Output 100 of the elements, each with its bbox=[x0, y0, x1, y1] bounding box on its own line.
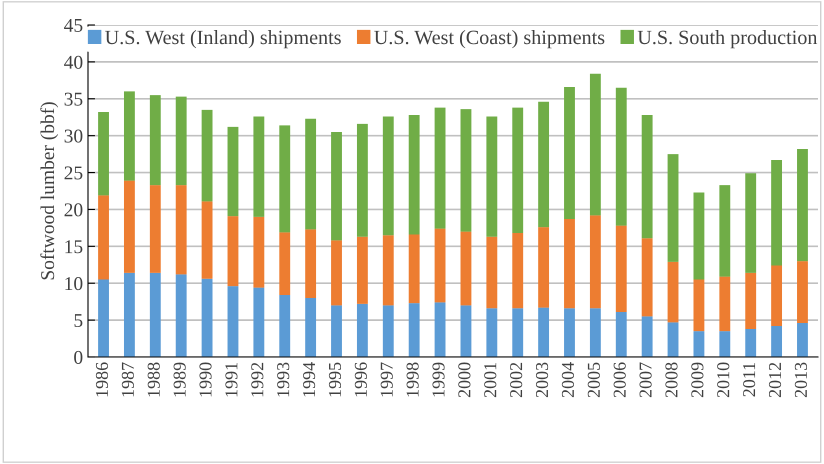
bar bbox=[564, 308, 575, 357]
bar bbox=[642, 115, 653, 238]
legend-label: U.S. South production bbox=[638, 30, 818, 48]
bar bbox=[538, 308, 550, 357]
bar bbox=[253, 288, 264, 357]
x-tick-label: 1996 bbox=[354, 362, 367, 396]
bar bbox=[124, 91, 135, 181]
bar bbox=[460, 232, 472, 306]
bar bbox=[331, 132, 342, 240]
bar bbox=[590, 215, 601, 308]
y-tick-label: 10 bbox=[65, 277, 82, 290]
bar bbox=[202, 278, 213, 357]
bar bbox=[124, 272, 135, 357]
bar bbox=[719, 276, 730, 332]
bar bbox=[538, 227, 550, 308]
bar bbox=[356, 124, 368, 237]
y-tick-label: 20 bbox=[64, 203, 82, 216]
x-tick-label: 2000 bbox=[458, 362, 470, 398]
bar bbox=[408, 303, 420, 357]
x-tick-label: 2011 bbox=[743, 362, 756, 396]
bar bbox=[382, 235, 394, 306]
x-tick-label: 2003 bbox=[536, 362, 548, 398]
bar bbox=[331, 240, 342, 306]
bar bbox=[486, 308, 498, 357]
x-tick-label: 1988 bbox=[148, 362, 160, 396]
bar bbox=[408, 115, 420, 235]
x-tick-label: 1992 bbox=[251, 362, 264, 396]
bar bbox=[460, 109, 472, 232]
bar bbox=[228, 126, 238, 216]
bar bbox=[150, 272, 161, 357]
y-tick-label: 15 bbox=[65, 240, 82, 254]
bar bbox=[693, 192, 704, 280]
bar bbox=[98, 112, 109, 196]
bar bbox=[642, 238, 653, 316]
bar bbox=[590, 308, 601, 357]
bar bbox=[331, 305, 342, 357]
bar bbox=[693, 280, 704, 332]
bar bbox=[590, 74, 601, 216]
bar bbox=[98, 195, 109, 280]
bar bbox=[279, 125, 290, 232]
bar bbox=[745, 272, 756, 329]
y-tick-label: 30 bbox=[64, 129, 82, 143]
bar bbox=[253, 116, 264, 217]
bar bbox=[693, 331, 704, 357]
y-tick-label: 45 bbox=[64, 18, 82, 32]
x-tick-label: 1991 bbox=[225, 362, 238, 396]
y-tick-label: 0 bbox=[74, 350, 82, 364]
x-tick-label: 2004 bbox=[562, 362, 574, 398]
bar bbox=[382, 116, 394, 236]
y-tick-label: 35 bbox=[64, 92, 82, 106]
bar bbox=[642, 316, 653, 357]
legend-label: U.S. West (Coast) shipments bbox=[374, 30, 604, 48]
bar bbox=[98, 280, 109, 357]
y-tick-label: 40 bbox=[64, 56, 82, 69]
bar bbox=[202, 110, 213, 202]
bar bbox=[771, 160, 782, 266]
bar bbox=[176, 274, 187, 357]
x-tick-label: 2008 bbox=[665, 362, 678, 398]
bar bbox=[771, 266, 782, 326]
bar bbox=[745, 328, 756, 357]
bar bbox=[176, 96, 187, 186]
bar bbox=[253, 216, 264, 288]
y-tick-label: 5 bbox=[74, 314, 82, 328]
bar bbox=[668, 322, 678, 357]
x-tick-label: 2013 bbox=[794, 362, 807, 398]
bar bbox=[512, 233, 524, 308]
bar bbox=[228, 286, 238, 357]
x-tick-label: 2002 bbox=[510, 362, 522, 398]
bar bbox=[124, 180, 135, 273]
x-tick-label: 2009 bbox=[691, 362, 704, 398]
bar bbox=[305, 229, 316, 298]
x-tick-label: 2001 bbox=[484, 362, 496, 398]
x-tick-label: 1997 bbox=[380, 362, 393, 396]
bar bbox=[538, 102, 550, 228]
bar bbox=[305, 118, 316, 230]
bar bbox=[512, 108, 524, 234]
x-tick-label: 2007 bbox=[639, 362, 652, 398]
x-tick-label: 1989 bbox=[174, 362, 186, 396]
bar bbox=[616, 88, 627, 226]
bar bbox=[616, 312, 627, 357]
bar bbox=[279, 295, 290, 357]
x-tick-label: 1999 bbox=[432, 362, 445, 396]
bar bbox=[797, 148, 808, 262]
x-tick-label: 1998 bbox=[406, 362, 419, 396]
bar bbox=[408, 234, 420, 304]
bar bbox=[434, 302, 446, 357]
bar bbox=[797, 261, 808, 324]
bar bbox=[228, 216, 238, 286]
bar bbox=[434, 108, 446, 229]
x-tick-label: 1986 bbox=[96, 362, 108, 396]
bar bbox=[719, 185, 730, 277]
bar bbox=[719, 331, 730, 357]
bar bbox=[150, 95, 161, 186]
x-tick-label: 1994 bbox=[303, 362, 316, 396]
bar bbox=[305, 298, 316, 357]
bar bbox=[564, 86, 575, 220]
bar bbox=[486, 236, 498, 308]
bar bbox=[745, 173, 756, 273]
bar bbox=[616, 226, 627, 312]
bar bbox=[460, 305, 472, 357]
